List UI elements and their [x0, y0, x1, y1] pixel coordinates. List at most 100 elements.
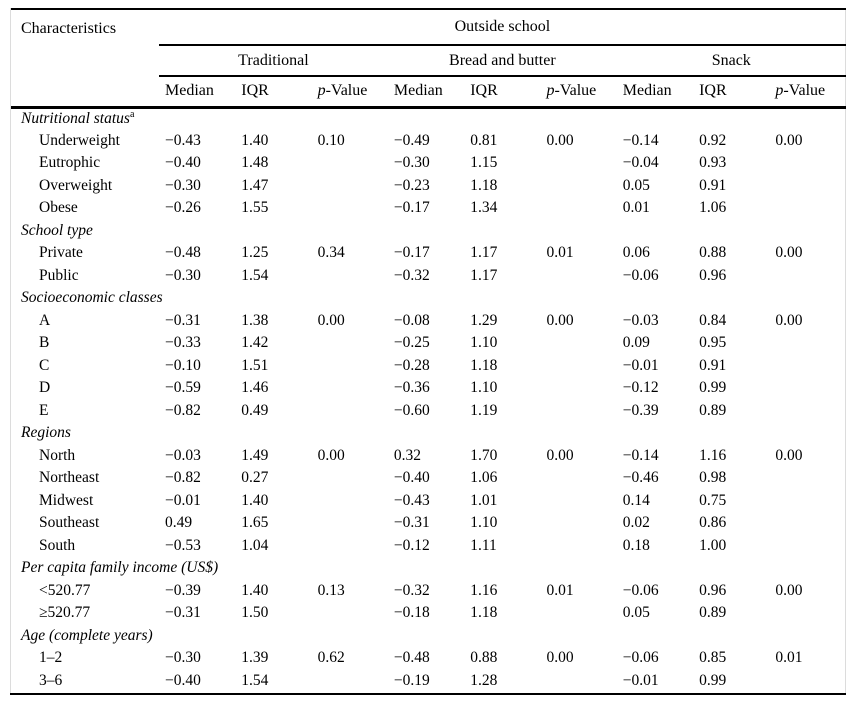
row-label: 3–6 [39, 671, 63, 689]
table-row: E −0.82 0.49 −0.60 1.19 −0.39 0.89 [11, 400, 846, 423]
row-label: <520.77 [39, 581, 91, 599]
value-cell: 0.88 [699, 244, 727, 262]
value-cell: −0.48 [165, 244, 201, 262]
value-cell: −0.39 [165, 581, 201, 599]
value-cell: 0.93 [699, 154, 727, 172]
value-cell: −0.12 [622, 379, 659, 397]
table-row: Northeast −0.82 0.27 −0.40 1.06 −0.46 0.98 [11, 467, 846, 490]
table-row: 3–6 −0.40 1.54 −0.19 1.28 −0.01 0.99 [11, 670, 846, 693]
measure-header-iqr: IQR [235, 76, 312, 109]
value-cell: 0.96 [699, 581, 727, 599]
value-cell: 0.98 [699, 469, 727, 487]
section-title: Per capita family income (US$) [21, 559, 219, 577]
value-cell: 1.49 [241, 446, 269, 464]
value-cell: 0.99 [699, 379, 727, 397]
characteristics-header: Characteristics [11, 8, 159, 109]
value-cell: 1.11 [470, 536, 497, 554]
value-cell: 0.99 [699, 671, 727, 689]
value-cell: 0.95 [699, 334, 727, 352]
value-cell [540, 467, 616, 490]
value-cell: −0.10 [165, 356, 201, 374]
value-cell: 0.00 [546, 311, 574, 329]
value-cell: 0.81 [470, 131, 498, 149]
value-cell [540, 265, 616, 288]
value-cell: 0.49 [241, 401, 269, 419]
value-cell: 1.40 [241, 491, 269, 509]
table-row: C −0.10 1.51 −0.28 1.18 −0.01 0.91 [11, 355, 846, 378]
value-cell [540, 355, 616, 378]
value-cell: 1.50 [241, 604, 269, 622]
section-title: Socioeconomic classes [21, 289, 163, 307]
value-cell: 1.25 [241, 244, 269, 262]
value-cell: −0.06 [622, 649, 659, 667]
value-cell [540, 490, 616, 513]
value-cell [540, 152, 616, 175]
value-cell: 1.39 [241, 649, 269, 667]
value-cell: 0.01 [546, 244, 574, 262]
value-cell: 1.18 [470, 356, 498, 374]
value-cell [540, 175, 616, 198]
value-cell: 1.48 [241, 154, 269, 172]
table-row: Underweight −0.43 1.40 0.10 −0.49 0.81 0.00 −0.… [11, 130, 846, 153]
value-cell [312, 355, 388, 378]
value-cell [540, 512, 616, 535]
value-cell: 0.00 [546, 446, 574, 464]
value-cell: 0.84 [699, 311, 727, 329]
value-cell: 1.10 [470, 514, 498, 532]
measure-header-p-value: p-Value [311, 76, 388, 109]
value-cell: −0.32 [393, 266, 430, 284]
header-row-top: Characteristics Outside school [11, 8, 846, 109]
value-cell: 0.18 [622, 536, 650, 554]
value-cell: 0.05 [622, 604, 650, 622]
measure-header-iqr: IQR [464, 76, 541, 109]
value-cell: 1.46 [241, 379, 269, 397]
value-cell: 1.65 [241, 514, 269, 532]
section-title: Regions [21, 424, 71, 442]
value-cell: 0.02 [622, 514, 650, 532]
section-title: School type [21, 221, 93, 239]
value-cell: 1.28 [470, 671, 498, 689]
table-row: South −0.53 1.04 −0.12 1.11 0.18 1.00 [11, 535, 846, 558]
measure-header-median: Median [159, 76, 236, 109]
row-label: C [39, 356, 50, 374]
value-cell: −0.17 [393, 199, 430, 217]
row-label: Public [39, 266, 79, 284]
italic-p: p [546, 82, 555, 100]
value-cell: 0.91 [699, 176, 727, 194]
value-cell: 0.14 [622, 491, 650, 509]
section-title: Nutritional statusa [21, 109, 135, 128]
row-label: Overweight [39, 176, 113, 194]
value-cell [769, 400, 845, 423]
section-row: Nutritional statusa [11, 107, 846, 130]
value-cell [312, 197, 388, 220]
value-cell [540, 377, 616, 400]
outside-school-header: Outside school [159, 8, 846, 46]
header-row-groups: Traditional Bread and butter Snack [11, 45, 846, 77]
value-cell: 1.04 [241, 536, 269, 554]
row-label: A [39, 311, 51, 329]
value-cell: −0.31 [393, 514, 430, 532]
row-label: South [39, 536, 76, 554]
value-cell: −0.08 [393, 311, 430, 329]
row-label: Obese [39, 199, 78, 217]
value-cell: 0.86 [699, 514, 727, 532]
value-cell [540, 332, 616, 355]
value-cell: −0.01 [165, 491, 201, 509]
row-label: Eutrophic [39, 154, 101, 172]
row-label: 1–2 [39, 649, 63, 667]
value-cell: −0.18 [393, 604, 430, 622]
value-cell [769, 535, 845, 558]
section-row: Age (complete years) [11, 625, 846, 648]
value-cell [769, 265, 845, 288]
table-row: Southeast 0.49 1.65 −0.31 1.10 0.02 0.86 [11, 512, 846, 535]
section-row: Socioeconomic classes [11, 287, 846, 310]
value-cell: 0.05 [622, 176, 650, 194]
value-cell: 0.00 [775, 311, 803, 329]
table-row: Public −0.30 1.54 −0.32 1.17 −0.06 0.96 [11, 265, 846, 288]
value-cell: −0.14 [622, 446, 659, 464]
value-cell [769, 355, 845, 378]
value-cell: −0.30 [165, 176, 201, 194]
row-label: E [39, 401, 49, 419]
table-row: 1–2 −0.30 1.39 0.62 −0.48 0.88 0.00 −0.06 0.85 0.… [11, 647, 846, 670]
